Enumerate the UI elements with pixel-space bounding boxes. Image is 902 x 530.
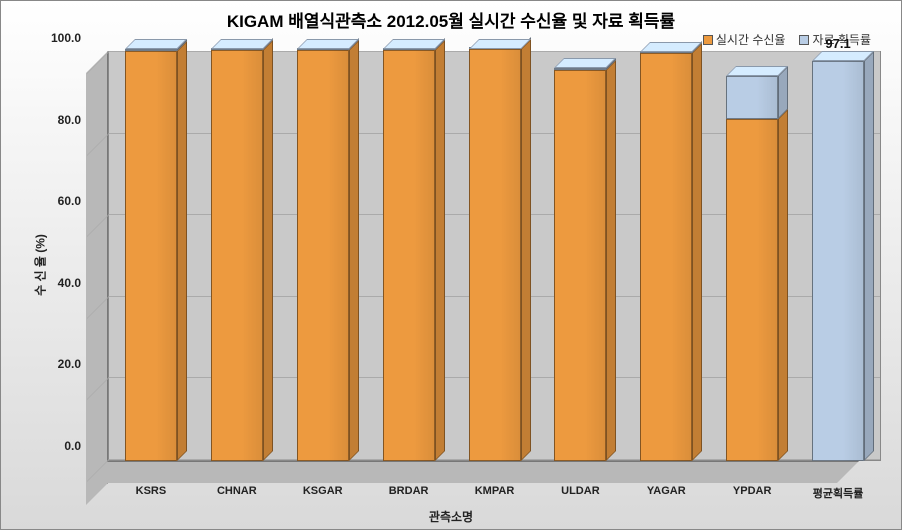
bar-slot: KMPAR xyxy=(452,51,538,483)
bar-slot: BRDAR xyxy=(366,51,452,483)
bar-segment-side xyxy=(263,40,273,461)
legend-swatch-realtime xyxy=(703,35,713,45)
bar-segment-side xyxy=(435,40,445,461)
bar-segment-side xyxy=(864,51,874,461)
y-axis-label: 수 신 율 (%) xyxy=(31,234,48,296)
x-tick-label: YPDAR xyxy=(733,485,772,497)
y-tick-label: 40.0 xyxy=(58,276,81,290)
legend-label: 실시간 수신율 xyxy=(716,31,786,48)
bar-segment-top xyxy=(125,39,187,49)
bar-segment-side xyxy=(521,39,531,461)
bar-segment-side xyxy=(692,43,702,461)
legend-item-realtime: 실시간 수신율 xyxy=(703,31,786,48)
side-wall xyxy=(86,51,108,505)
bar-segment xyxy=(726,119,778,461)
bar-segment-top xyxy=(211,39,273,49)
bar-segment-top xyxy=(640,42,702,52)
chart-title: KIGAM 배열식관측소 2012.05월 실시간 수신율 및 자료 획득률 xyxy=(1,7,901,32)
y-tick-label: 100.0 xyxy=(51,31,81,45)
bar-slot: KSRS xyxy=(108,51,194,483)
x-tick-label: KSGAR xyxy=(303,485,343,497)
bar-segment xyxy=(383,50,435,461)
bar-segment xyxy=(554,70,606,461)
bar-segment xyxy=(125,49,177,51)
x-tick-label: BRDAR xyxy=(389,485,429,497)
bar-segment-side xyxy=(778,109,788,461)
bar-segment-top xyxy=(469,39,531,49)
bar-segment xyxy=(297,50,349,461)
bar-segment-top xyxy=(726,66,788,76)
bar-segment-side xyxy=(177,41,187,461)
bar-segment xyxy=(812,61,864,461)
bar-slot: KSGAR xyxy=(280,51,366,483)
y-tick-label: 80.0 xyxy=(58,113,81,127)
bar-segment xyxy=(211,50,263,461)
x-tick-label: YAGAR xyxy=(647,485,686,497)
legend-swatch-acquisition xyxy=(799,35,809,45)
bar-segment xyxy=(640,53,692,461)
x-tick-label: ULDAR xyxy=(561,485,600,497)
plot-area: 0.020.040.060.080.0100.0 KSRSCHNARKSGARB… xyxy=(86,51,881,483)
chart-container: KIGAM 배열식관측소 2012.05월 실시간 수신율 및 자료 획득률 실… xyxy=(0,0,902,530)
bars-group: KSRSCHNARKSGARBRDARKMPARULDARYAGARYPDAR9… xyxy=(108,51,881,483)
bar-segment-top xyxy=(383,39,445,49)
bar-segment-side xyxy=(349,40,359,461)
y-tick-label: 60.0 xyxy=(58,194,81,208)
bar-segment-top xyxy=(812,51,874,61)
bar-slot: CHNAR xyxy=(194,51,280,483)
bar-slot: YPDAR xyxy=(709,51,795,483)
bar-slot: ULDAR xyxy=(537,51,623,483)
y-tick-label: 0.0 xyxy=(64,439,81,453)
x-tick-label: KMPAR xyxy=(475,485,515,497)
x-tick-label: CHNAR xyxy=(217,485,257,497)
bar-segment-top xyxy=(297,39,359,49)
bar-slot: YAGAR xyxy=(623,51,709,483)
bar-segment xyxy=(125,51,177,461)
bar-segment xyxy=(469,49,521,461)
bar-slot: 97.1평균획득률 xyxy=(795,51,881,483)
x-tick-label: KSRS xyxy=(136,485,167,497)
bar-segment-side xyxy=(606,60,616,461)
bar-data-label: 97.1 xyxy=(825,36,850,51)
x-tick-label: 평균획득률 xyxy=(813,485,864,501)
y-tick-label: 20.0 xyxy=(58,357,81,371)
bar-segment xyxy=(726,76,778,119)
bar-segment-top xyxy=(554,58,616,68)
x-axis-label: 관측소명 xyxy=(1,508,901,525)
